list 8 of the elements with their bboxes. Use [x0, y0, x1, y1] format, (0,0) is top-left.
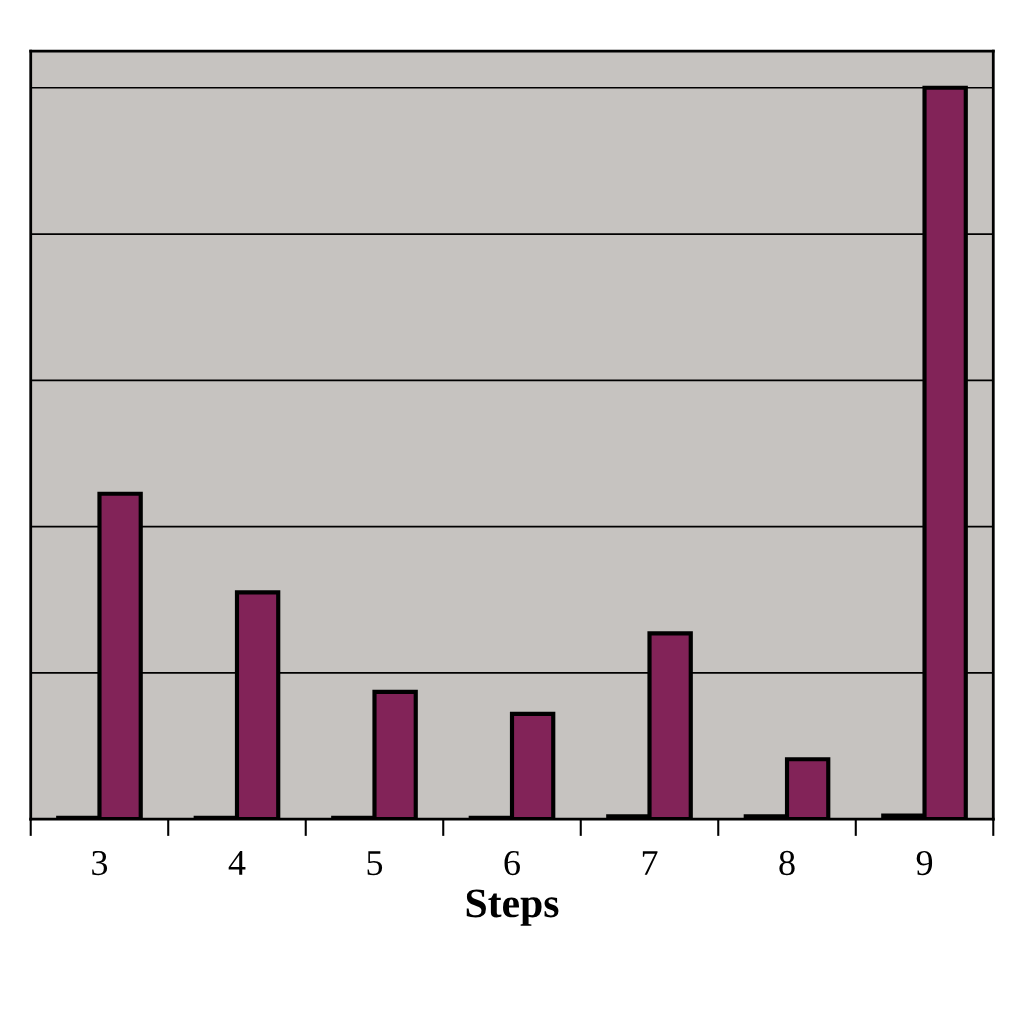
- x-tick-label: 8: [779, 850, 795, 876]
- x-tick-label: 5: [367, 851, 383, 876]
- x-tick-label: 4: [228, 851, 246, 875]
- x-tick-label: 3: [92, 850, 108, 876]
- x-tick-label: 7: [642, 851, 658, 875]
- x-axis-title: Steps: [466, 889, 559, 926]
- x-tick-label: 6: [504, 850, 520, 876]
- x-tick-label: 9: [916, 850, 933, 876]
